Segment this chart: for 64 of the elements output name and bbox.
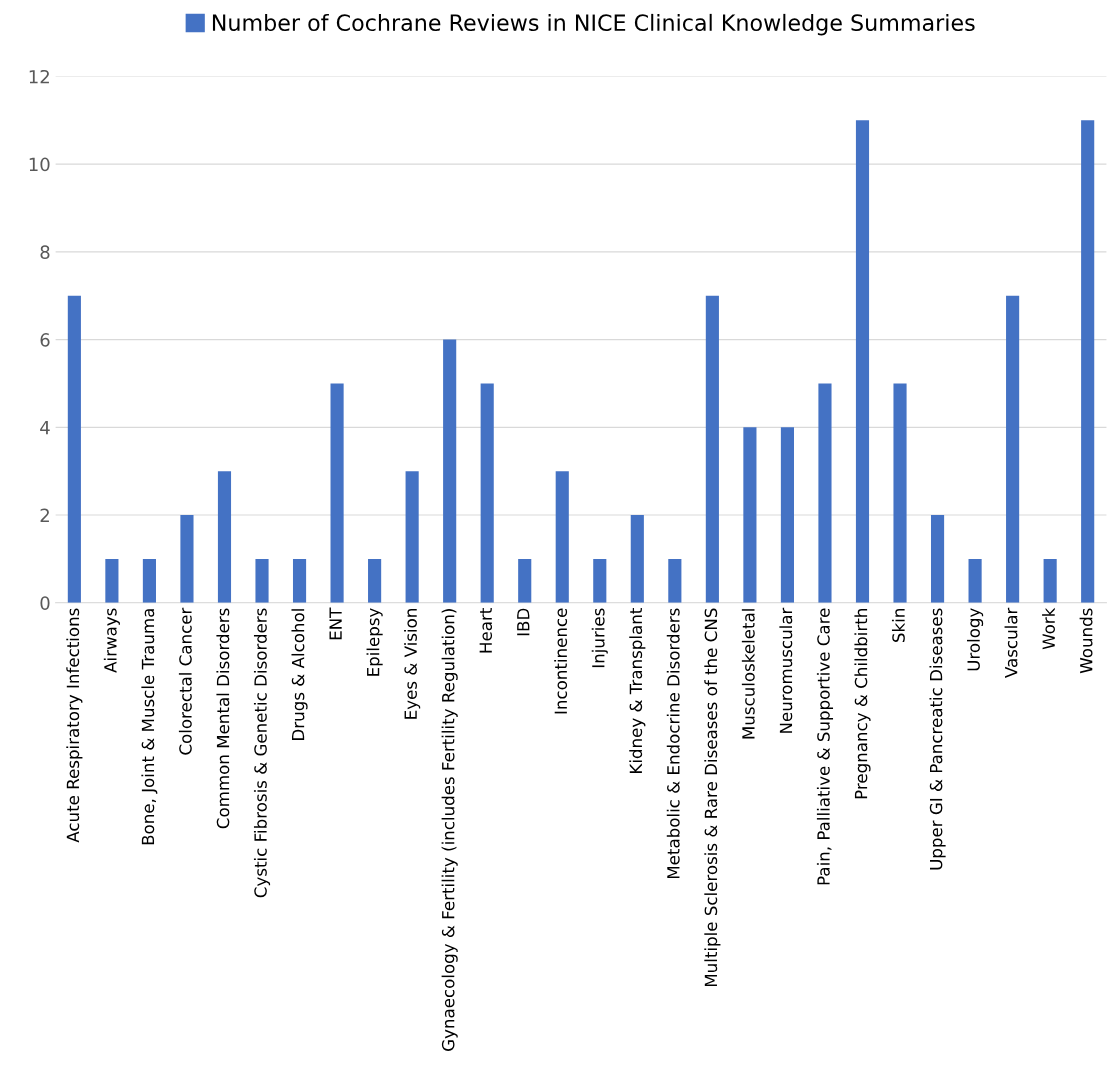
bar (368, 558, 382, 603)
x-tick-label: Kidney & Transplant (629, 608, 646, 773)
x-tick-label: Pregnancy & Childbirth (854, 609, 871, 799)
bar (968, 558, 982, 603)
bar (855, 120, 870, 603)
x-tick-label: Musculoskeletal (741, 609, 755, 739)
bar (780, 427, 794, 603)
bar (180, 515, 194, 603)
x-tick-label: Airways (103, 608, 120, 673)
x-tick-label: Drugs & Alcohol (291, 609, 308, 740)
x-tick-label: Wounds (1079, 608, 1093, 674)
x-tick-label: Acute Respiratory Infections (66, 608, 83, 843)
x-tick-label: Eyes & Vision (404, 609, 421, 719)
x-tick-label: Gynaecology & Fertility (includes Fertility Regulation) (441, 609, 458, 1051)
bar (668, 558, 682, 603)
x-tick-label: Multiple Sclerosis & Rare Diseases of the CNS (704, 608, 721, 987)
x-tick-label: Injuries (591, 608, 608, 668)
y-tick-label: 4 (40, 421, 50, 435)
x-tick-label: Upper GI & Pancreatic Diseases (929, 608, 946, 870)
bar (1043, 558, 1057, 603)
bar (818, 383, 832, 603)
bar (555, 471, 569, 603)
bar (518, 558, 532, 603)
x-tick-label: Urology (967, 608, 984, 671)
bar (893, 383, 907, 603)
bar (255, 558, 269, 603)
bar (743, 427, 757, 603)
x-tick-label: Vascular (1004, 607, 1018, 678)
x-tick-label: Neuromuscular (779, 607, 793, 733)
x-tick-label: Heart (479, 608, 493, 653)
bar (1081, 120, 1095, 603)
y-tick-label: 8 (40, 245, 50, 259)
bar (480, 383, 494, 603)
x-tick-label: Metabolic & Endocrine Disorders (666, 608, 680, 879)
y-tick-label: 2 (40, 508, 49, 522)
bar (930, 515, 945, 603)
bar (217, 471, 232, 603)
x-tick-label: Incontinence (554, 608, 568, 714)
legend-label: Number of Cochrane Reviews in NICE Clinical Knowledge Summaries (212, 13, 975, 36)
bar (705, 295, 719, 603)
x-tick-label: Pain, Palliative & Supportive Care (816, 608, 834, 885)
x-tick-label: Work (1042, 607, 1055, 650)
bar (330, 383, 344, 603)
bar (142, 558, 156, 603)
bar (1006, 295, 1020, 603)
bar (105, 558, 119, 603)
x-tick-label: Epilepsy (366, 608, 383, 676)
y-tick-label: 0 (40, 596, 50, 610)
x-tick-label: Common Mental Disorders (216, 608, 230, 829)
bar (630, 515, 644, 603)
x-tick-label: Cystic Fibrosis & Genetic Disorders (253, 608, 271, 898)
bar (405, 471, 419, 603)
x-tick-label: Skin (891, 609, 905, 642)
x-tick-label: Colorectal Cancer (178, 607, 192, 755)
y-tick-label: 10 (29, 157, 50, 172)
x-tick-label: ENT (329, 607, 342, 640)
x-tick-label: IBD (517, 608, 530, 636)
x-tick-label: Bone, Joint & Muscle Trauma (141, 609, 158, 845)
bar (443, 339, 457, 603)
y-tick-label: 12 (29, 69, 49, 84)
bar (67, 295, 81, 603)
y-tick-label: 6 (40, 333, 50, 347)
bar (292, 558, 307, 603)
bar (593, 558, 607, 603)
